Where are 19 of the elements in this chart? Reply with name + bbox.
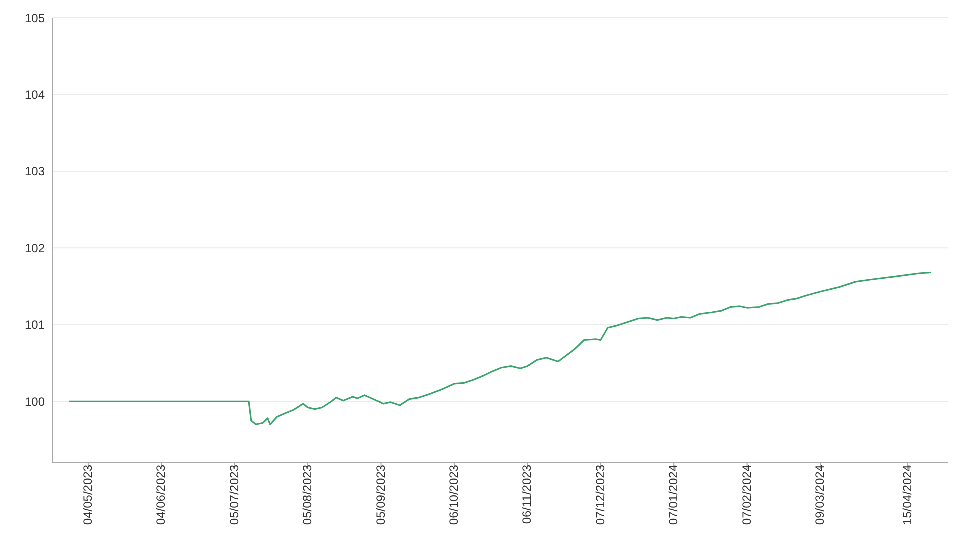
x-tick-label: 07/02/2024 xyxy=(740,464,754,526)
x-tick-label: 05/07/2023 xyxy=(227,464,242,526)
y-tick-label: 102 xyxy=(24,241,46,256)
x-tick-label: 04/05/2023 xyxy=(80,464,95,526)
y-tick-label: 101 xyxy=(24,318,46,332)
x-tick-label: 05/09/2023 xyxy=(374,464,388,526)
x-tick-label: 07/01/2024 xyxy=(666,464,681,526)
x-tick-label: 06/10/2023 xyxy=(446,464,461,526)
y-tick-label: 103 xyxy=(24,164,46,179)
x-tick-label: 09/03/2024 xyxy=(813,464,827,526)
x-tick-label: 07/12/2023 xyxy=(593,464,608,526)
x-tick-label: 04/06/2023 xyxy=(154,464,168,526)
x-tick-label: 05/08/2023 xyxy=(300,464,315,526)
y-tick-label: 100 xyxy=(24,394,46,409)
line-series xyxy=(68,272,932,426)
x-tick-label: 15/04/2024 xyxy=(900,464,914,526)
x-tick-label: 06/11/2023 xyxy=(520,464,534,524)
y-tick-label: 104 xyxy=(24,88,46,102)
y-tick-label: 105 xyxy=(24,11,46,26)
